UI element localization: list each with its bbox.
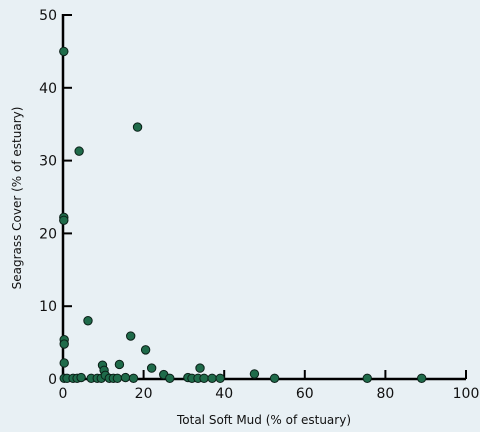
data-point [83,316,93,326]
data-point [146,363,157,373]
data-point [140,345,151,355]
x-tick-label: 60 [296,386,314,402]
x-tick-label: 40 [215,386,233,402]
data-point [76,372,86,383]
data-point [59,46,69,57]
y-tick-label: 0 [48,372,57,388]
data-point [207,373,217,383]
data-point [59,215,69,225]
y-tick-label: 20 [39,226,57,242]
data-point [416,373,427,383]
data-point [199,373,209,383]
data-point [132,122,143,132]
data-point [249,369,260,379]
y-tick-label: 50 [39,8,57,24]
data-point [215,373,225,383]
x-tick-label: 100 [453,386,480,402]
x-tick-label: 80 [376,386,394,402]
data-points [59,46,427,383]
data-point [114,359,125,370]
y-tick-label: 10 [39,299,57,315]
data-point [195,363,205,373]
data-point [120,372,131,383]
data-point [74,146,84,156]
data-point [112,373,123,383]
data-point [126,331,136,341]
data-point [59,339,69,349]
data-point [362,373,372,383]
data-point [165,373,175,383]
data-point [128,373,139,383]
x-axis-ticks: 0 20 40 60 80 100 [59,370,480,402]
data-point [59,358,69,368]
data-point [269,373,280,383]
x-tick-label: 20 [135,386,153,402]
y-axis-title: Seagrass Cover (% of estuary) [10,107,24,290]
x-axis-title: Total Soft Mud (% of estuary) [176,413,351,427]
y-tick-label: 40 [39,81,57,97]
y-axis-ticks: 0 10 20 30 40 50 [39,8,72,388]
y-tick-label: 30 [39,154,57,170]
x-tick-label: 0 [59,386,68,402]
